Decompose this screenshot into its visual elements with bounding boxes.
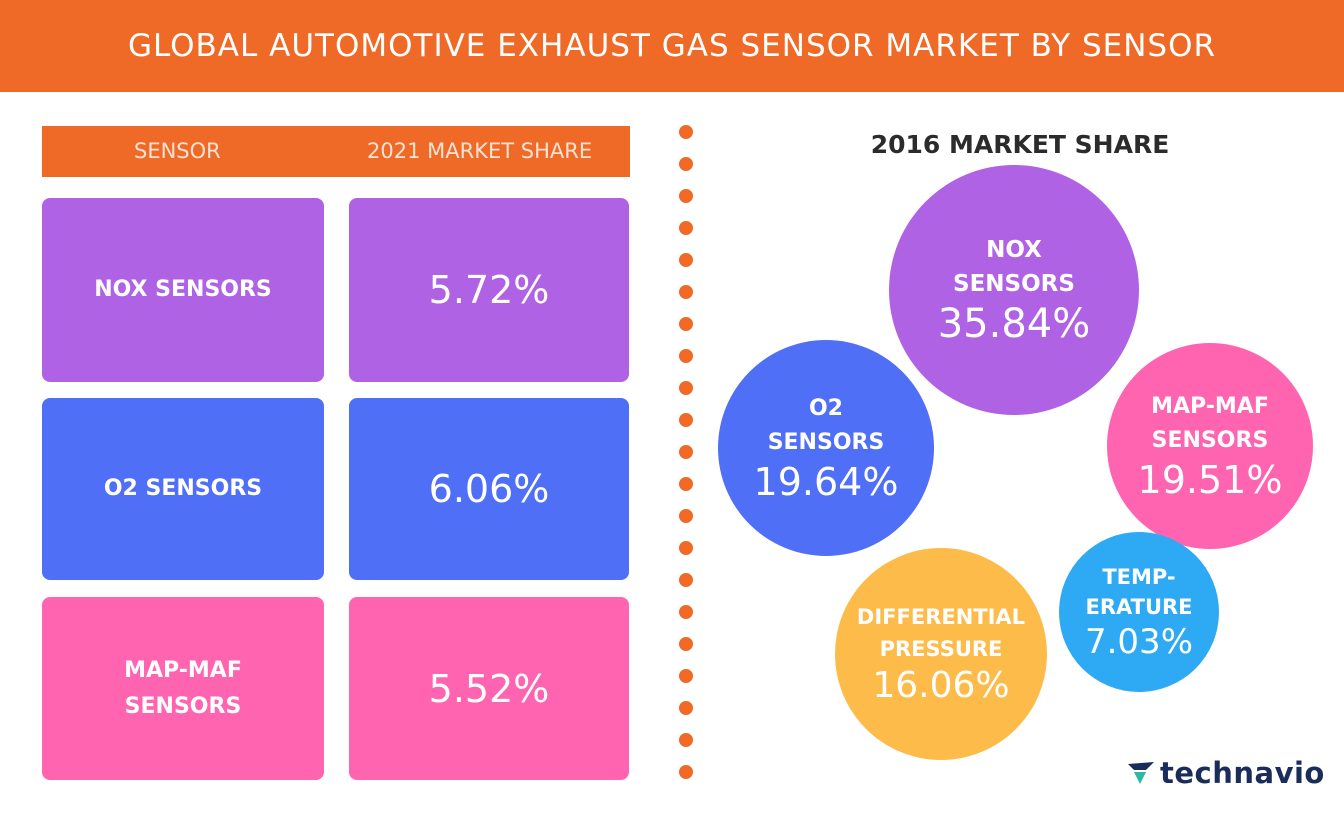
bubble-label: NOX SENSORS xyxy=(953,237,1075,297)
sensor-name-cell: O2 SENSORS xyxy=(42,398,324,580)
page-title: GLOBAL AUTOMOTIVE EXHAUST GAS SENSOR MAR… xyxy=(127,28,1217,64)
bubble-value: 19.51% xyxy=(1137,458,1283,502)
divider-dot xyxy=(679,285,693,299)
divider-dot xyxy=(679,125,693,139)
divider-dot xyxy=(679,349,693,363)
bubble-value: 35.84% xyxy=(937,301,1091,347)
divider-dot xyxy=(679,733,693,747)
divider-dot xyxy=(679,317,693,331)
divider-dot xyxy=(679,509,693,523)
share-2021-cell: 6.06% xyxy=(349,398,629,580)
logo-icon xyxy=(1128,762,1154,784)
bubble-label: DIFFERENTIAL PRESSURE xyxy=(856,605,1026,661)
share-2021-cell: 5.72% xyxy=(349,198,629,382)
bubble-value: 19.64% xyxy=(753,460,899,504)
bubble-label: MAP-MAF SENSORS xyxy=(1151,394,1269,453)
divider-dot xyxy=(679,253,693,267)
divider-dot xyxy=(679,573,693,587)
bubble-label: TEMP- ERATURE xyxy=(1085,565,1193,619)
header-sensor: SENSOR xyxy=(134,139,221,163)
divider-dot xyxy=(679,477,693,491)
share-2021-value: 5.52% xyxy=(428,666,550,711)
bubble-map-maf-sensors: MAP-MAF SENSORS 19.51% xyxy=(1107,343,1313,549)
divider-dot xyxy=(679,445,693,459)
bubbles-title: 2016 MARKET SHARE xyxy=(870,130,1170,159)
technavio-logo: technavio xyxy=(1126,756,1325,790)
divider-dot xyxy=(679,381,693,395)
divider-dot xyxy=(679,157,693,171)
sensor-name: NOX SENSORS xyxy=(94,277,272,302)
sensor-name-cell: MAP-MAF SENSORS xyxy=(42,597,324,780)
divider-dot xyxy=(679,765,693,779)
share-2021-value: 5.72% xyxy=(428,268,550,312)
bubble-temperature: TEMP- ERATURE 7.03% xyxy=(1059,532,1219,692)
logo-text-navio: navio xyxy=(1233,756,1325,790)
bubble-label: O2 SENSORS xyxy=(767,396,885,455)
bubble-value: 7.03% xyxy=(1084,622,1193,662)
bubble-value: 16.06% xyxy=(872,665,1010,706)
divider-dot xyxy=(679,541,693,555)
divider-dot xyxy=(679,189,693,203)
divider-dot xyxy=(679,413,693,427)
divider-dot xyxy=(679,605,693,619)
sensor-name: MAP-MAF SENSORS xyxy=(124,657,242,719)
header-2021-share: 2021 MARKET SHARE xyxy=(367,139,593,163)
divider-dot xyxy=(679,221,693,235)
logo-text-tech: tech xyxy=(1160,756,1234,790)
divider-dot xyxy=(679,701,693,715)
sensor-name-cell: NOX SENSORS xyxy=(42,198,324,382)
bubble-o2-sensors: O2 SENSORS 19.64% xyxy=(718,340,934,556)
table-header: SENSOR 2021 MARKET SHARE xyxy=(42,126,630,177)
bubble-nox-sensors: NOX SENSORS 35.84% xyxy=(889,165,1139,415)
sensor-name: O2 SENSORS xyxy=(103,476,263,501)
share-2021-value: 6.06% xyxy=(428,467,550,511)
title-banner: GLOBAL AUTOMOTIVE EXHAUST GAS SENSOR MAR… xyxy=(0,0,1344,92)
dotted-divider xyxy=(679,125,695,790)
share-2021-cell: 5.52% xyxy=(349,597,629,780)
divider-dot xyxy=(679,637,693,651)
bubble-differential-pressure: DIFFERENTIAL PRESSURE 16.06% xyxy=(835,548,1047,760)
divider-dot xyxy=(679,669,693,683)
